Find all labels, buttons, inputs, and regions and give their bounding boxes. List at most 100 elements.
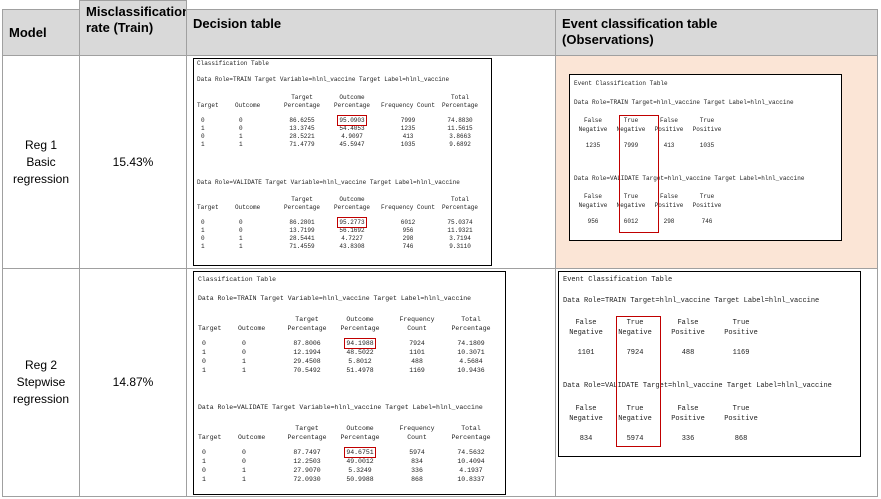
table-row: 0 0 86.6255 95.0903 7999 74.8830 [197, 114, 485, 126]
header-model: Model [2, 9, 80, 56]
total-pct-value: 10.4094 [457, 458, 485, 465]
true-negative-value: 6012 [623, 218, 639, 225]
outcome-pct-value: 56.1692 [339, 226, 365, 234]
row1-classification-title: Classification Table [197, 60, 270, 67]
outcome-value: 0 [242, 349, 246, 356]
col-target-pct: Target Percentage [283, 196, 320, 212]
row1-validate-role: Data Role=VALIDATE Target Variable=hlnl_… [197, 179, 460, 186]
false-negative-value: 1101 [577, 349, 595, 357]
true-positive-value: 1169 [732, 349, 750, 357]
frequency-value: 7924 [409, 340, 425, 347]
header-event-table: Event classification table (Observations… [555, 9, 878, 56]
outcome-pct-value: 54.4053 [339, 124, 365, 132]
outcome-pct-value: 49.0012 [346, 458, 374, 465]
row1-event-train-role: Data Role=TRAIN Target=hlnl_vaccine Targ… [574, 99, 794, 106]
frequency-value: 1235 [400, 124, 416, 132]
table-row: 0 0 86.2801 95.2773 6012 75.0374 [197, 216, 485, 228]
row1-classification-panel: Classification Table Data Role=TRAIN Tar… [193, 58, 492, 266]
highlighted-outcome-pct: 94.1988 [344, 338, 376, 349]
row2-true-negative-highlight [616, 316, 661, 447]
header-model-label: Model [9, 24, 47, 40]
row2-classification-title: Classification Table [198, 276, 277, 283]
outcome-value: 0 [242, 449, 246, 456]
target-value: 1 [201, 243, 205, 251]
target-pct-value: 28.5221 [289, 133, 315, 141]
frequency-value: 746 [402, 243, 414, 251]
frequency-value: 298 [402, 235, 414, 243]
outcome-pct-value: 48.5022 [346, 349, 374, 356]
target-pct-value: 27.9070 [293, 467, 321, 474]
target-value: 0 [201, 116, 205, 124]
outcome-value: 1 [239, 141, 243, 149]
total-pct-value: 10.8337 [457, 476, 485, 483]
frequency-value: 413 [402, 133, 414, 141]
col-outcome: Outcome [238, 434, 266, 441]
row1-event-title: Event Classification Table [574, 80, 668, 87]
target-pct-value: 71.4559 [289, 243, 315, 251]
row2-event-title: Event Classification Table [563, 276, 673, 284]
target-pct-value: 28.5441 [289, 235, 315, 243]
total-pct-value: 9.6892 [449, 141, 471, 149]
col-target: Target [197, 204, 219, 212]
false-negative-value: 956 [587, 218, 599, 225]
false-positive-value: 488 [681, 349, 695, 357]
target-pct-value: 86.6255 [289, 116, 315, 124]
table-row: 1 1 71.4559 43.8308 746 9.3110 [197, 243, 485, 251]
col-true-positive: True Positive [692, 193, 722, 209]
table-header-row: Target Outcome Target Percentage Outcome… [198, 315, 498, 333]
table-header-row: False Negative True Negative False Posit… [574, 117, 726, 134]
col-true-positive: True Positive [692, 117, 722, 133]
outcome-pct-value: 5.8012 [348, 358, 372, 365]
target-pct-value: 71.4779 [289, 141, 315, 149]
col-total-pct: Total Percentage [441, 94, 478, 110]
outcome-pct-value: 94.1988 [330, 338, 390, 349]
false-positive-value: 413 [663, 142, 675, 149]
row1-true-negative-highlight [619, 115, 659, 233]
row1-event-panel: Event Classification Table Data Role=TRA… [569, 74, 842, 241]
row2-model-type: Stepwise regression [12, 375, 70, 406]
frequency-value: 1101 [409, 349, 425, 356]
col-total-pct: Total Percentage [451, 425, 491, 441]
table-row: 1 0 12.1994 48.5022 1101 10.3071 [198, 348, 498, 357]
col-outcome-pct: Outcome Percentage [340, 425, 380, 441]
col-false-positive: False Positive [654, 117, 684, 133]
outcome-value: 0 [239, 116, 243, 124]
frequency-value: 336 [411, 467, 423, 474]
total-pct-value: 9.3110 [449, 243, 471, 251]
col-outcome: Outcome [235, 102, 261, 110]
true-negative-value: 7924 [626, 349, 644, 357]
target-value: 1 [201, 124, 205, 132]
true-negative-value: 5974 [626, 435, 644, 443]
target-value: 1 [202, 367, 206, 374]
target-pct-value: 72.0930 [293, 476, 321, 483]
target-value: 0 [202, 358, 206, 365]
outcome-pct-value: 51.4978 [346, 367, 374, 374]
table-row: 1235 7999 413 1035 [574, 142, 726, 151]
row2-validate-classification-table: Target Outcome Target Percentage Outcome… [198, 424, 498, 484]
col-frequency: Frequency Count [381, 102, 436, 110]
row1-validate-classification-table: Target Outcome Target Percentage Outcome… [197, 196, 485, 252]
total-pct-value: 10.9436 [457, 367, 485, 374]
outcome-value: 1 [242, 367, 246, 374]
row1-validate-body: 0 0 86.2801 95.2773 6012 75.0374 1 0 13.7199 56.1… [197, 216, 485, 252]
header-event-label: Event classification table (Observations… [562, 16, 718, 47]
outcome-value: 0 [239, 124, 243, 132]
outcome-value: 1 [239, 243, 243, 251]
table-header-row: False Negative True Negative False Posit… [563, 318, 767, 338]
target-pct-value: 13.7199 [289, 226, 315, 234]
col-false-positive: False Positive [671, 319, 705, 337]
outcome-pct-value: 50.9988 [346, 476, 374, 483]
col-target: Target [197, 102, 219, 110]
target-pct-value: 12.1994 [293, 349, 321, 356]
col-true-positive: True Positive [724, 319, 758, 337]
true-positive-value: 1035 [699, 142, 715, 149]
target-pct-value: 13.3745 [289, 124, 315, 132]
target-value: 0 [202, 467, 206, 474]
row1-model-cell: Reg 1 Basic regression [2, 55, 80, 269]
row2-event-validate-table: False Negative True Negative False Posit… [563, 404, 767, 444]
highlighted-outcome-pct: 95.0903 [337, 114, 367, 126]
col-false-negative: False Negative [569, 405, 603, 423]
col-true-negative: True Negative [618, 405, 652, 423]
col-target-pct: Target Percentage [287, 316, 327, 332]
